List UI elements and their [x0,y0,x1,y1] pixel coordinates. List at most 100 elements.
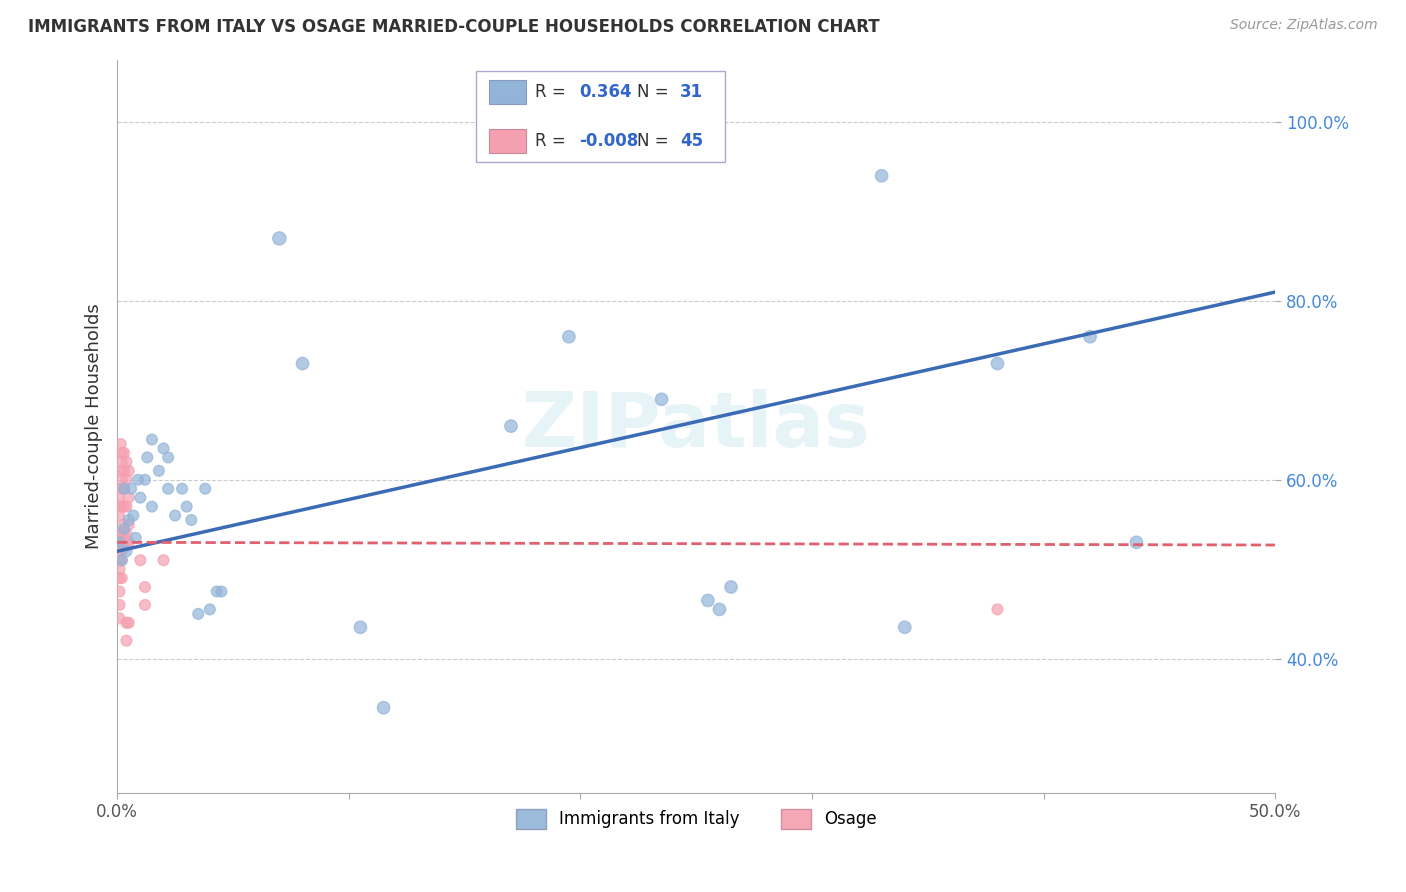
Point [108,544,131,558]
Point [129,491,152,505]
Point [108,535,131,549]
Point [696,593,718,607]
Point [118,615,141,630]
Point [108,526,131,541]
Point [122,508,145,523]
Point [134,598,156,612]
Point [141,433,163,447]
Point [129,553,152,567]
Point [1078,330,1101,344]
Text: 31: 31 [681,83,703,101]
Point [373,700,395,714]
Point [115,526,138,541]
Point [894,620,917,634]
Point [111,446,134,460]
Point [157,482,180,496]
Point [120,482,142,496]
Point [170,482,193,496]
Point [157,450,180,465]
Point [127,473,149,487]
Point [118,491,141,505]
Point [115,473,138,487]
Point [112,482,135,496]
FancyBboxPatch shape [489,129,526,153]
Point [115,633,138,648]
Text: N =: N = [637,83,673,101]
Point [108,598,131,612]
Point [115,455,138,469]
Point [125,531,148,545]
Point [870,169,893,183]
Point [152,442,174,456]
Point [115,500,138,514]
Point [112,446,135,460]
Text: 0.364: 0.364 [579,83,631,101]
Point [115,544,138,558]
Point [152,553,174,567]
Point [986,602,1008,616]
Point [148,464,170,478]
Point [112,464,135,478]
Point [108,500,131,514]
Point [651,392,673,407]
Point [112,482,135,496]
Point [112,517,135,532]
Text: R =: R = [536,83,571,101]
Point [118,535,141,549]
Point [134,580,156,594]
Point [108,508,131,523]
Point [111,526,134,541]
Point [558,330,581,344]
Point [194,482,217,496]
Point [165,508,187,523]
Point [107,491,129,505]
Text: N =: N = [637,132,673,150]
Point [111,500,134,514]
Point [141,500,163,514]
Point [1125,535,1147,549]
Point [499,419,522,434]
Text: -0.008: -0.008 [579,132,638,150]
Point [205,584,228,599]
Point [111,482,134,496]
Point [176,500,198,514]
Point [187,607,209,621]
Point [112,522,135,536]
Point [118,513,141,527]
Point [111,464,134,478]
Text: 45: 45 [681,132,703,150]
Text: R =: R = [536,132,571,150]
Point [111,553,134,567]
Point [709,602,731,616]
Point [136,450,159,465]
Point [111,455,134,469]
Point [134,473,156,487]
Point [180,513,202,527]
Point [108,553,131,567]
Point [111,473,134,487]
Point [108,584,131,599]
FancyBboxPatch shape [489,80,526,103]
Point [118,464,141,478]
FancyBboxPatch shape [477,70,725,162]
Point [720,580,742,594]
Point [986,357,1008,371]
Text: ZIPatlas: ZIPatlas [522,389,870,463]
Point [209,584,232,599]
Point [107,535,129,549]
Point [108,611,131,625]
Point [115,615,138,630]
Point [291,357,314,371]
Point [112,500,135,514]
Point [108,571,131,585]
Point [110,437,132,451]
Point [198,602,221,616]
Point [112,535,135,549]
Text: Source: ZipAtlas.com: Source: ZipAtlas.com [1230,18,1378,32]
Y-axis label: Married-couple Households: Married-couple Households [86,303,103,549]
Legend: Immigrants from Italy, Osage: Immigrants from Italy, Osage [509,802,884,836]
Text: IMMIGRANTS FROM ITALY VS OSAGE MARRIED-COUPLE HOUSEHOLDS CORRELATION CHART: IMMIGRANTS FROM ITALY VS OSAGE MARRIED-C… [28,18,880,36]
Point [269,231,291,245]
Point [349,620,371,634]
Point [111,553,134,567]
